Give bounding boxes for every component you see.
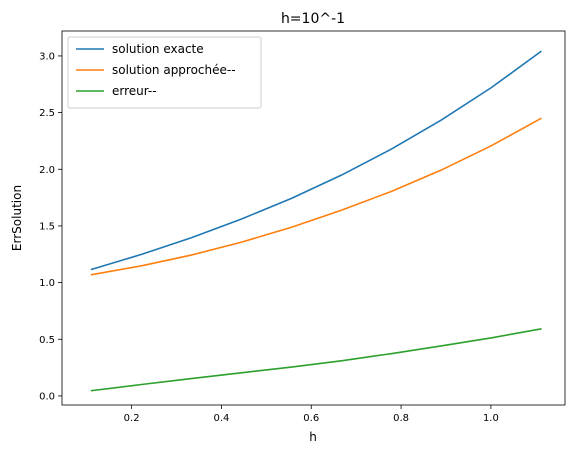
y-axis-label: ErrSolution bbox=[10, 185, 24, 251]
x-tick-label: 0.4 bbox=[213, 413, 229, 424]
plot-lines bbox=[90, 50, 542, 392]
legend-box bbox=[67, 36, 262, 109]
series-line-3 bbox=[90, 328, 542, 392]
x-axis-ticks: 0.2 0.4 0.6 0.8 1.0 bbox=[124, 405, 499, 424]
x-tick-label: 0.6 bbox=[303, 413, 319, 424]
x-tick-label: 0.8 bbox=[393, 413, 409, 424]
plot-frame bbox=[61, 30, 566, 406]
y-tick-label: 1.5 bbox=[39, 221, 55, 232]
x-tick-label: 1.0 bbox=[483, 413, 499, 424]
y-tick-label: 2.0 bbox=[39, 165, 55, 176]
legend: solution exacte solution approchée-- erreu… bbox=[67, 36, 262, 109]
y-tick-label: 2.5 bbox=[39, 108, 55, 119]
series-line-1 bbox=[90, 50, 542, 271]
series-line-2 bbox=[90, 117, 542, 276]
chart-title: h=10^-1 bbox=[281, 11, 345, 27]
y-axis-ticks: 0.0 0.5 1.0 1.5 2.0 2.5 3.0 bbox=[39, 51, 62, 402]
legend-label: solution approchée-- bbox=[112, 63, 236, 77]
x-tick-label: 0.2 bbox=[124, 413, 140, 424]
y-tick-label: 1.0 bbox=[39, 278, 55, 289]
x-axis-label: h bbox=[309, 430, 317, 444]
y-tick-label: 0.0 bbox=[39, 391, 55, 402]
legend-label: solution exacte bbox=[112, 42, 204, 56]
y-tick-label: 0.5 bbox=[39, 335, 55, 346]
legend-label: erreur-- bbox=[112, 84, 157, 98]
y-tick-label: 3.0 bbox=[39, 51, 55, 62]
